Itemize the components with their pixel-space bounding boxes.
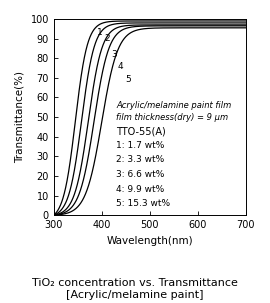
Text: 2: 3.3 wt%: 2: 3.3 wt% bbox=[116, 155, 164, 164]
Text: 2: 2 bbox=[104, 34, 110, 43]
Text: TTO-55(A): TTO-55(A) bbox=[116, 127, 166, 137]
Text: Acrylic/melamine paint film: Acrylic/melamine paint film bbox=[116, 102, 231, 110]
Text: 4: 9.9 wt%: 4: 9.9 wt% bbox=[116, 185, 164, 194]
Text: film thickness(dry) = 9 μm: film thickness(dry) = 9 μm bbox=[116, 113, 228, 122]
Text: 1: 1.7 wt%: 1: 1.7 wt% bbox=[116, 141, 164, 150]
X-axis label: Wavelength(nm): Wavelength(nm) bbox=[106, 235, 193, 245]
Y-axis label: Transmittance(%): Transmittance(%) bbox=[15, 71, 25, 163]
Text: 1: 1 bbox=[97, 28, 103, 37]
Text: 5: 5 bbox=[125, 75, 131, 84]
Text: 3: 6.6 wt%: 3: 6.6 wt% bbox=[116, 170, 164, 179]
Text: 3: 3 bbox=[112, 50, 117, 59]
Text: TiO₂ concentration vs. Transmittance
[Acrylic/melamine paint]: TiO₂ concentration vs. Transmittance [Ac… bbox=[32, 278, 238, 300]
Text: 5: 15.3 wt%: 5: 15.3 wt% bbox=[116, 199, 170, 208]
Text: 4: 4 bbox=[117, 62, 123, 71]
